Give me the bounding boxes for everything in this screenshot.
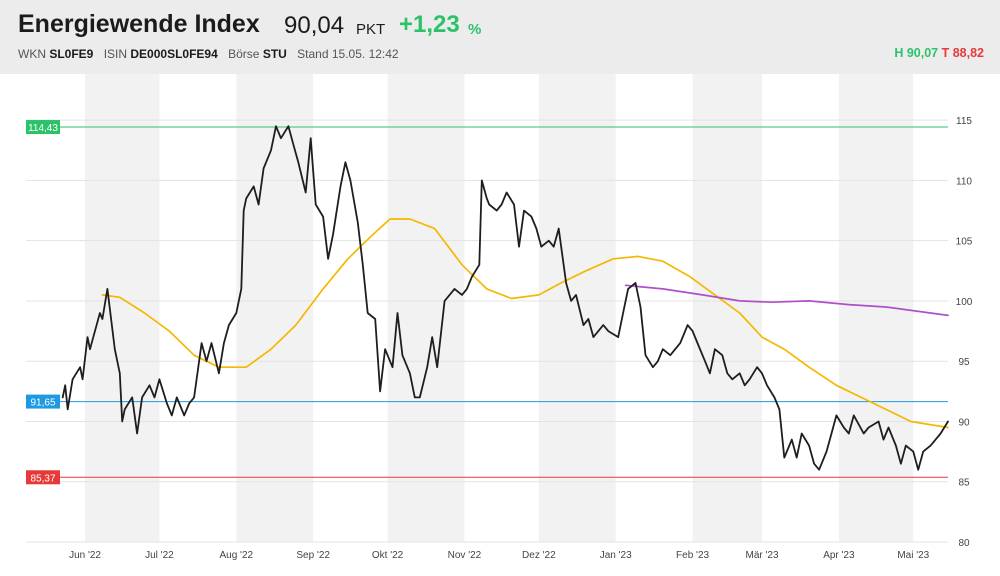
level-tag [26,470,60,485]
price-change-unit: % [468,21,482,38]
isin-value: DE000SL0FE94 [130,47,218,61]
quote-header: Energiewende Index 90,04 PKT +1,23 % WKN… [0,0,1000,74]
y-tick-label: 115 [956,116,972,127]
month-band [387,74,465,542]
x-tick-label: Sep '22 [296,550,330,561]
x-tick-label: Okt '22 [372,550,404,561]
day-high: H 90,07 [894,46,939,60]
high-low: H 90,07 T 88,82 [894,46,984,60]
x-tick-label: Aug '22 [219,550,253,561]
y-tick-label: 95 [958,357,970,368]
x-tick-label: Dez '22 [522,550,556,561]
x-tick-label: Jun '22 [69,550,101,561]
y-tick-label: 90 [958,417,970,428]
month-band [538,74,616,542]
moving-average-line [101,218,949,429]
y-tick-label: 85 [958,478,970,489]
level-label: 85,37 [30,473,55,484]
wkn-value: SL0FE9 [49,47,94,61]
x-tick-label: Mär '23 [745,550,778,561]
isin-label: ISIN [103,47,128,61]
x-tick-label: Feb '23 [676,550,709,561]
price-series-line [61,125,949,471]
last-price: 90,04 [284,12,345,39]
month-band [838,74,914,542]
month-band [236,74,314,542]
level-label: 114,43 [28,123,58,134]
x-tick-label: Jul '22 [145,550,174,561]
moving-average-line [624,284,949,317]
exchange-value: STU [262,47,287,61]
instrument-title: Energiewende Index [18,10,260,38]
exchange-label: Börse [228,47,260,61]
x-tick-label: Jan '23 [600,550,632,561]
y-tick-label: 110 [956,176,972,187]
x-tick-label: Mai '23 [897,550,929,561]
level-tag [26,120,60,135]
month-band [85,74,160,542]
price-chart[interactable]: Jun '22 Jul '22 Aug '22 Sep '22 Okt '22 Nov '… [0,74,1000,576]
x-tick-label: Nov '22 [448,550,482,561]
wkn-label: WKN [18,47,46,61]
month-band [692,74,763,542]
price-change: +1,23 [399,11,460,38]
y-tick-label: 100 [956,297,973,308]
price-unit: PKT [356,21,386,38]
x-tick-label: Apr '23 [823,550,855,561]
day-low: T 88,82 [941,46,984,60]
y-tick-label: 105 [956,237,973,248]
level-label: 91,65 [30,398,55,409]
stand-timestamp: Stand 15.05. 12:42 [297,47,399,61]
level-tag [26,394,60,409]
instrument-meta: WKN SL0FE9 ISIN DE000SL0FE94 Börse STU S… [18,47,399,61]
y-tick-label: 80 [958,538,970,549]
